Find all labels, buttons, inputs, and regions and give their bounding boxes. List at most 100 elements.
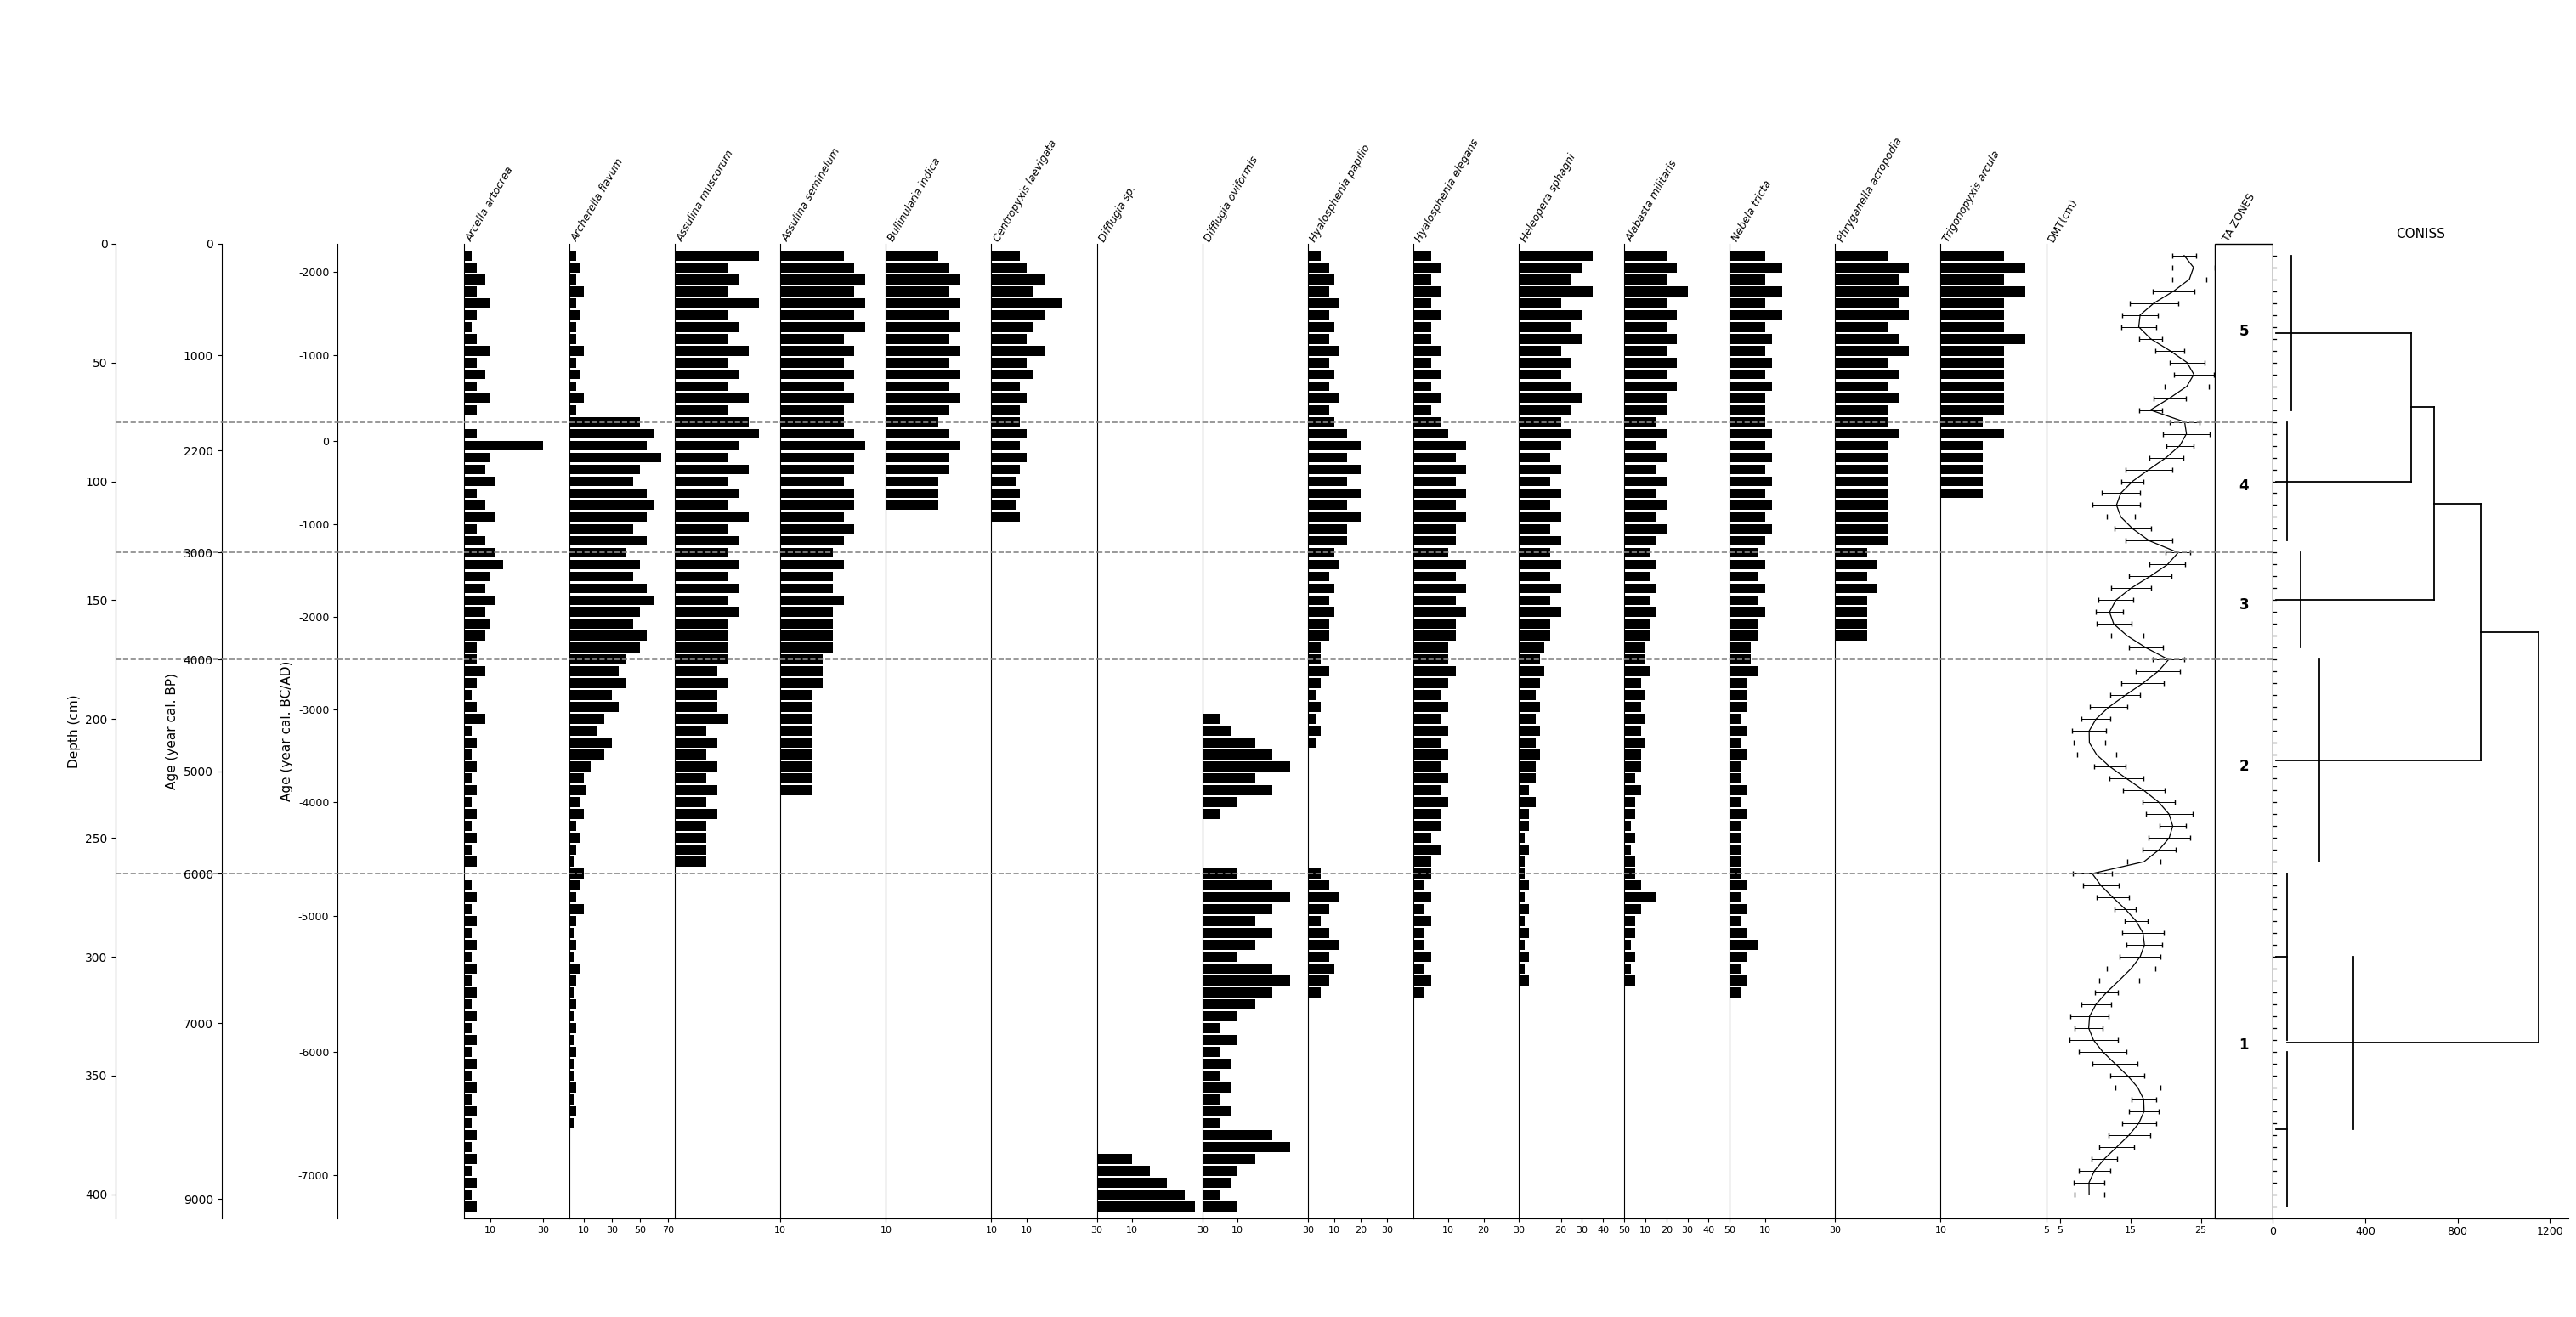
Bar bbox=[781, 702, 811, 712]
Bar bbox=[992, 357, 1028, 367]
Bar bbox=[781, 489, 855, 498]
Bar bbox=[1625, 678, 1641, 689]
Bar bbox=[675, 477, 726, 486]
Bar bbox=[675, 357, 726, 367]
Bar bbox=[464, 1118, 471, 1129]
Bar bbox=[464, 321, 471, 332]
Bar bbox=[1309, 489, 1360, 498]
Bar bbox=[464, 429, 477, 439]
Bar bbox=[1414, 952, 1430, 961]
Bar bbox=[886, 333, 948, 344]
Bar bbox=[1520, 643, 1543, 653]
Bar bbox=[1834, 536, 1888, 545]
Bar bbox=[992, 369, 1033, 379]
Bar bbox=[1203, 761, 1291, 772]
Bar bbox=[569, 1083, 577, 1093]
Bar bbox=[569, 583, 647, 593]
Bar bbox=[1203, 905, 1273, 914]
Bar bbox=[569, 309, 580, 320]
Bar bbox=[569, 726, 598, 736]
Bar bbox=[1414, 749, 1448, 760]
Bar bbox=[1520, 369, 1561, 379]
Bar bbox=[675, 631, 726, 641]
Bar bbox=[1625, 856, 1636, 867]
Bar bbox=[569, 690, 611, 701]
Bar bbox=[675, 500, 726, 510]
Bar bbox=[992, 274, 1043, 284]
Bar bbox=[992, 512, 1020, 522]
Text: Heleopera sphagni: Heleopera sphagni bbox=[1520, 151, 1579, 244]
Bar bbox=[1728, 345, 1765, 356]
Bar bbox=[464, 773, 471, 784]
Bar bbox=[464, 832, 477, 843]
Bar bbox=[1834, 406, 1888, 415]
Bar bbox=[569, 1094, 574, 1105]
Bar bbox=[1203, 1118, 1221, 1129]
Bar bbox=[675, 809, 716, 819]
Bar bbox=[781, 761, 811, 772]
Bar bbox=[1520, 785, 1530, 795]
Bar bbox=[675, 309, 726, 320]
Bar bbox=[1520, 429, 1571, 439]
Bar bbox=[675, 643, 726, 653]
Bar bbox=[675, 844, 706, 855]
Bar bbox=[1203, 1094, 1221, 1105]
Bar bbox=[1728, 572, 1757, 581]
Bar bbox=[1625, 333, 1677, 344]
Bar bbox=[1520, 893, 1525, 902]
Bar bbox=[1309, 631, 1329, 641]
Bar bbox=[781, 333, 845, 344]
Bar bbox=[1940, 321, 2004, 332]
Bar bbox=[569, 345, 585, 356]
Bar bbox=[1520, 417, 1561, 427]
Bar bbox=[1940, 441, 1984, 450]
Bar bbox=[569, 1011, 574, 1021]
Bar bbox=[1309, 595, 1329, 606]
Bar bbox=[1520, 690, 1535, 701]
Bar bbox=[1309, 572, 1329, 581]
Bar bbox=[1414, 905, 1425, 914]
Bar bbox=[569, 832, 580, 843]
Bar bbox=[1203, 1035, 1236, 1044]
Bar bbox=[464, 357, 477, 367]
Bar bbox=[1309, 441, 1360, 450]
Bar bbox=[675, 333, 726, 344]
Bar bbox=[1728, 988, 1741, 997]
Text: Nebela tricta: Nebela tricta bbox=[1728, 179, 1775, 244]
Bar bbox=[1940, 489, 1984, 498]
Bar bbox=[1414, 832, 1430, 843]
Bar bbox=[1203, 797, 1236, 807]
Bar bbox=[1625, 262, 1677, 273]
Bar bbox=[569, 1118, 574, 1129]
Bar bbox=[1309, 643, 1321, 653]
Bar bbox=[1203, 869, 1236, 878]
Bar bbox=[1414, 477, 1455, 486]
Bar bbox=[569, 489, 647, 498]
Bar bbox=[1625, 286, 1687, 296]
Bar bbox=[1728, 512, 1765, 522]
Bar bbox=[1520, 964, 1525, 973]
Bar bbox=[464, 250, 471, 261]
Bar bbox=[1414, 536, 1455, 545]
Bar bbox=[1728, 333, 1772, 344]
Bar bbox=[1625, 595, 1649, 606]
Bar bbox=[1728, 881, 1747, 890]
Y-axis label: Age (year cal. BC/AD): Age (year cal. BC/AD) bbox=[281, 661, 294, 801]
Bar bbox=[886, 394, 961, 403]
Bar bbox=[1728, 369, 1765, 379]
Bar bbox=[569, 714, 605, 724]
Bar bbox=[464, 607, 484, 618]
Bar bbox=[1309, 250, 1321, 261]
Bar bbox=[1625, 607, 1656, 618]
Bar bbox=[1414, 643, 1448, 653]
Bar bbox=[1940, 262, 2025, 273]
Bar bbox=[464, 524, 477, 533]
Bar bbox=[1625, 394, 1667, 403]
Bar bbox=[1625, 345, 1667, 356]
Bar bbox=[781, 595, 845, 606]
Bar bbox=[675, 417, 750, 427]
Bar bbox=[1625, 726, 1641, 736]
Bar bbox=[1520, 595, 1551, 606]
Text: Difflugia oviformis: Difflugia oviformis bbox=[1203, 154, 1260, 244]
Bar bbox=[1520, 726, 1540, 736]
